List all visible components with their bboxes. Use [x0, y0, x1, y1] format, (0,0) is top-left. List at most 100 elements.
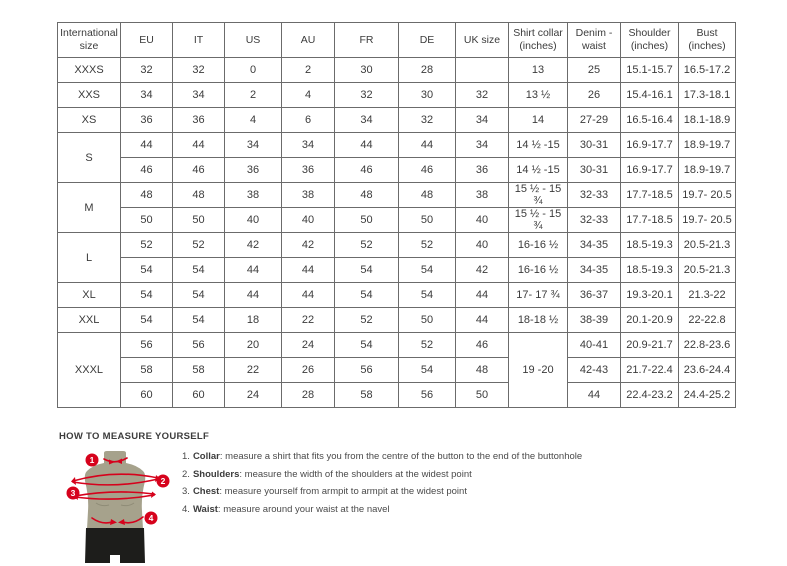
table-row: S 44 44 34 34 44 44 34 14 ½ -15 30-31 16.9-17.7 18.… — [57, 132, 736, 183]
waist-line-right — [122, 516, 144, 524]
eu-cell: 32 — [120, 57, 173, 83]
shoulder-cell: 17.7-18.5 — [620, 182, 679, 208]
table-row: 58 58 22 26 56 54 48 42-43 21.7-22.4 23.6-24.4 — [58, 357, 736, 383]
shoulder-cell: 18.5-19.3 — [620, 232, 679, 258]
us-cell: 18 — [224, 307, 282, 333]
shoulder-cell: 19.3-20.1 — [620, 282, 679, 308]
au-cell: 2 — [281, 57, 335, 83]
measure-step-chest: 3. Chest: measure yourself from armpit to… — [182, 483, 582, 501]
us-cell: 4 — [224, 107, 282, 133]
au-cell: 24 — [281, 332, 335, 358]
table-row: 50 50 40 40 50 50 40 15 ½ - 15 ¾ 32-33 17.7-18.5 1… — [58, 207, 736, 233]
de-cell: 50 — [398, 207, 456, 233]
size-chart-table: International size EU IT US AU FR DE UK … — [57, 22, 736, 408]
fr-cell: 50 — [334, 207, 399, 233]
mannequin-torso — [84, 451, 146, 529]
col-header-bust: Bust (inches) — [678, 22, 736, 58]
it-cell: 46 — [172, 157, 225, 183]
chest-line-top — [74, 491, 155, 497]
au-cell: 22 — [281, 307, 335, 333]
it-cell: 60 — [172, 382, 225, 408]
collar-cell: 14 ½ -15 — [508, 157, 568, 183]
us-cell: 0 — [224, 57, 282, 83]
us-cell: 24 — [224, 382, 282, 408]
shoulder-cell: 18.5-19.3 — [620, 257, 679, 283]
table-row: XXXS 32 32 0 2 30 28 13 25 15.1-15.7 16.5-17.2 — [57, 57, 736, 83]
bust-cell: 18.9-19.7 — [678, 157, 736, 183]
size-cell: L — [57, 232, 121, 283]
au-cell: 26 — [281, 357, 335, 383]
collar-cell: 13 — [508, 57, 568, 83]
de-cell: 54 — [398, 257, 456, 283]
fr-cell: 52 — [334, 307, 399, 333]
section-title: HOW TO MEASURE YOURSELF — [59, 431, 210, 442]
table-row: XL 54 54 44 44 54 54 44 17- 17 ¾ 36-37 19.3-20.1 21… — [57, 282, 736, 308]
au-cell: 42 — [281, 232, 335, 258]
step-label: Waist — [192, 504, 218, 516]
size-cell: S — [57, 132, 121, 183]
waist-cell: 34-35 — [567, 257, 621, 283]
marker-number-1: 1 — [90, 455, 95, 465]
col-header-fr: FR — [334, 22, 399, 58]
table-row: 46 46 36 36 46 46 36 14 ½ -15 30-31 16.9-17.7 18.9… — [58, 157, 736, 183]
waist-cell: 36-37 — [567, 282, 621, 308]
it-cell: 32 — [172, 57, 225, 83]
chest-shade-left — [95, 502, 110, 507]
fr-cell: 44 — [334, 132, 399, 158]
waist-cell: 30-31 — [567, 132, 621, 158]
us-cell: 20 — [224, 332, 282, 358]
fr-cell: 30 — [334, 57, 399, 83]
it-cell: 54 — [172, 307, 225, 333]
chest-line-bottom — [74, 494, 155, 500]
bust-cell: 20.5-21.3 — [678, 257, 736, 283]
it-cell: 54 — [172, 257, 225, 283]
de-cell: 52 — [398, 332, 456, 358]
collar-arrow-left — [116, 458, 122, 464]
waist-arrow-right — [110, 519, 117, 525]
step-label: Collar — [192, 451, 220, 462]
shoulder-arrow-left — [71, 477, 76, 485]
table-row: XXL 54 54 18 22 52 50 44 18-18 ½ 38-39 20.1-20.9 22… — [57, 307, 736, 333]
de-cell: 52 — [398, 232, 456, 258]
au-cell: 44 — [281, 282, 335, 308]
fr-cell: 34 — [334, 107, 399, 133]
uk-cell: 40 — [455, 207, 509, 233]
eu-cell: 54 — [120, 307, 173, 333]
de-cell: 54 — [398, 357, 456, 383]
measure-steps: 1. Collar: measure a shirt that fits you … — [182, 448, 582, 519]
waist-cell: 34-35 — [567, 232, 621, 258]
it-cell: 44 — [172, 132, 225, 158]
bust-cell: 21.3-22 — [678, 282, 736, 308]
shoulders-line-top — [72, 473, 159, 482]
it-cell: 54 — [172, 282, 225, 308]
fr-cell: 52 — [334, 232, 399, 258]
size-cell: XXS — [57, 82, 121, 108]
col-header-shirt-collar: Shirt collar (inches) — [508, 22, 568, 58]
marker-circle-4 — [144, 511, 158, 525]
fr-cell: 54 — [334, 332, 399, 358]
table-row: 54 54 44 44 54 54 42 16-16 ½ 34-35 18.5-19.3 20.5-… — [58, 257, 736, 283]
fr-cell: 32 — [334, 82, 399, 108]
table-row: L 52 52 42 42 52 52 40 16-16 ½ 34-35 18.5-19.3 20.5… — [57, 232, 736, 283]
fr-cell: 54 — [334, 282, 399, 308]
uk-cell: 36 — [455, 157, 509, 183]
table-row: M 48 48 38 38 48 48 38 15 ½ - 15 ¾ 32-33 17.7-18.5… — [57, 182, 736, 233]
bust-cell: 22.8-23.6 — [678, 332, 736, 358]
step-text: : measure the width of the shoulders at … — [239, 468, 472, 480]
size-cell: XL — [57, 282, 121, 308]
de-cell: 50 — [398, 307, 456, 333]
waist-arrow-left — [118, 519, 125, 525]
shoulder-cell: 16.5-16.4 — [620, 107, 679, 133]
fr-cell: 54 — [334, 257, 399, 283]
au-cell: 44 — [281, 257, 335, 283]
table-row: XXS 34 34 2 4 32 30 32 13 ½ 26 15.4-16.1 17.3-18.1 — [57, 82, 736, 108]
us-cell: 34 — [224, 132, 282, 158]
uk-cell: 46 — [455, 332, 509, 358]
fr-cell: 56 — [334, 357, 399, 383]
de-cell: 54 — [398, 282, 456, 308]
collar-cell: 19 -20 — [508, 332, 568, 408]
de-cell: 30 — [398, 82, 456, 108]
col-header-it: IT — [172, 22, 225, 58]
header-row: International size EU IT US AU FR DE UK … — [57, 22, 736, 58]
eu-cell: 54 — [120, 282, 173, 308]
